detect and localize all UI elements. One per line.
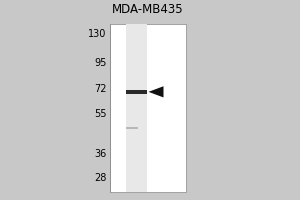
Text: 55: 55 [94,109,106,119]
Text: MDA-MB435: MDA-MB435 [112,3,184,16]
Bar [126,90,147,94]
Polygon shape [148,86,164,97]
Text: 95: 95 [94,58,106,68]
Text: 36: 36 [94,149,106,159]
Text: 28: 28 [94,173,106,183]
Bar [126,24,147,192]
Text: 72: 72 [94,84,106,94]
Bar [126,127,138,129]
Bar [110,24,186,192]
Text: 130: 130 [88,29,106,39]
